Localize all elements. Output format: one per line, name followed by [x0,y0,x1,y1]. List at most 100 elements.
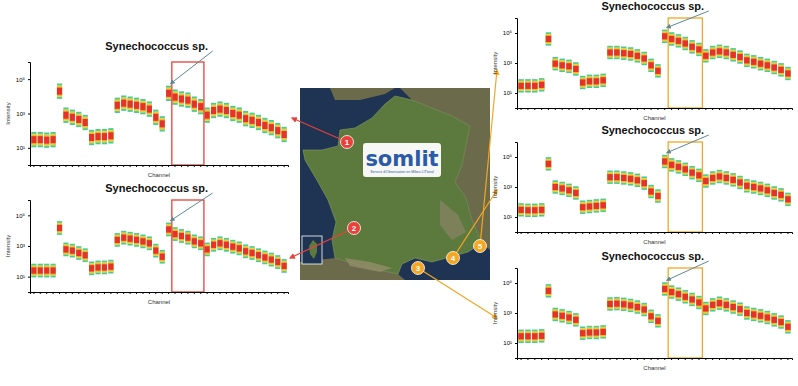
density-band [703,302,708,315]
tick [657,232,658,234]
channel [102,129,107,144]
channel [57,83,62,98]
tick-mark [515,313,517,314]
density-band [559,62,564,68]
tick [664,108,665,110]
tick-mark [575,108,576,110]
density-band [676,290,681,298]
tick [258,165,259,167]
density-band [559,309,564,322]
density-band [134,236,139,245]
tick [175,165,176,167]
tick-mark [142,292,143,294]
tick [187,165,188,167]
density-band [614,48,619,56]
density-band [95,133,100,140]
station-marker [341,136,354,149]
tick [685,232,686,234]
density-band [751,59,756,65]
station-label: 1 [345,138,350,147]
tick [733,232,734,234]
density-band [57,221,62,235]
density-band [44,264,49,278]
tick [733,108,734,110]
density-band [717,46,722,56]
tick [541,108,542,110]
y-axis-title: Intensity [5,102,11,124]
density-band [115,236,120,245]
channel [108,260,113,274]
tick [98,292,99,294]
channel [128,232,133,246]
density-band [51,265,56,276]
x-axis-title: Channel [643,115,665,121]
channel [689,40,694,53]
tick [548,232,549,234]
density-band [532,332,537,340]
density-band [140,102,145,112]
tick [239,292,240,294]
tick: 10⁵ [503,280,517,286]
density-band [559,312,564,320]
density-band [662,158,667,164]
density-band [70,113,75,123]
channel [134,98,139,113]
density-band [642,306,647,312]
channel [198,236,203,250]
density-band [76,248,81,259]
density-band [662,156,667,166]
density-band [710,47,715,57]
station-label: 2 [352,224,357,233]
density-band [83,248,88,262]
density-band [249,250,254,256]
tick [692,108,693,110]
tick [521,108,522,110]
density-band [275,126,280,136]
density-band [532,79,537,92]
density-band [642,180,647,186]
channel [518,330,523,343]
channel [256,115,261,130]
tick-mark [162,165,163,167]
tick: 10¹ [16,274,30,280]
density-band [57,85,62,97]
density-band [153,113,158,123]
density-band [683,37,688,50]
tick [168,165,169,167]
channel [628,172,633,185]
density-band [262,254,267,260]
density-band [621,171,626,184]
tick-mark [136,165,137,167]
density-band [51,267,56,273]
tick-mark [277,292,278,294]
tick: 10³ [16,111,30,117]
tick-mark [123,292,124,294]
tick-mark [207,292,208,294]
stations: 12543 [341,136,487,275]
channel [102,261,107,275]
density-band [51,135,56,145]
tick-mark [46,292,47,294]
tick-mark [740,358,741,360]
density-band [166,90,171,97]
density-band [205,107,210,122]
density-band [628,300,633,310]
tick [181,165,182,167]
density-band [648,310,653,323]
tick [33,165,34,167]
station-marker [474,240,487,253]
channel [192,235,197,249]
channel [669,285,674,298]
density-band [166,89,171,99]
density-band [198,239,203,248]
density-band [237,244,242,253]
tick [767,358,768,360]
density-band [662,32,667,40]
density-band [771,63,776,71]
density-band [559,184,564,192]
tick-mark [232,292,233,294]
density-band [192,235,197,249]
tick: 10¹ [503,90,517,96]
tick [207,165,208,167]
density-band [676,160,681,173]
